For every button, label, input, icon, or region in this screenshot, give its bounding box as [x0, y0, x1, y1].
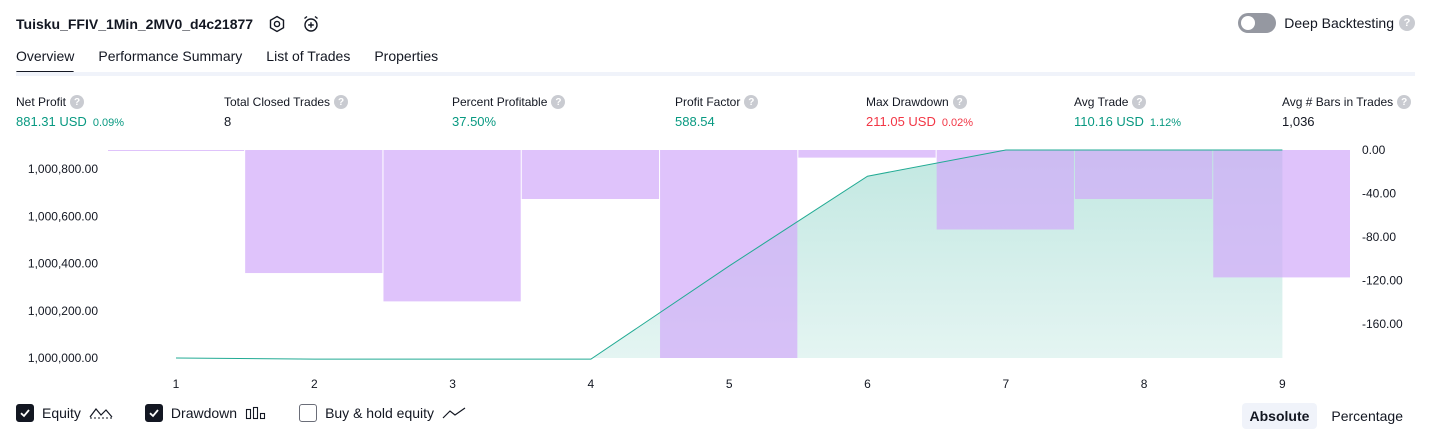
metric-profit-factor: Profit Factor? 588.54 — [675, 94, 759, 129]
metric-percent: 0.09% — [92, 117, 125, 129]
deep-backtesting-label: Deep Backtesting — [1284, 15, 1394, 31]
x-tick-label: 8 — [1141, 377, 1148, 391]
chart-legend: Equity Drawdown Buy & hold equity — [16, 404, 498, 422]
metric-value: 211.05 USD — [866, 114, 936, 129]
drawdown-bar[interactable] — [1074, 150, 1213, 200]
deep-backtesting-toggle[interactable] — [1238, 13, 1277, 33]
metric-value: 1,036 — [1282, 114, 1315, 129]
drawdown-bar[interactable] — [383, 150, 521, 302]
drawdown-checkbox[interactable] — [144, 404, 163, 422]
metric-max-drawdown: Max Drawdown? 211.05 USD 0.02% — [866, 94, 973, 129]
drawdown-tick-label: -160.00 — [1362, 317, 1403, 331]
x-tick-label: 5 — [726, 377, 733, 391]
strategy-header: Tuisku_FFIV_1Min_2MV0_d4c21877 — [16, 12, 321, 36]
metric-value: 110.16 USD — [1074, 114, 1144, 129]
tab-properties[interactable]: Properties — [374, 48, 439, 64]
help-icon[interactable]: ? — [334, 95, 349, 109]
buy-hold-line-icon — [442, 406, 466, 420]
x-tick-label: 7 — [1002, 377, 1009, 391]
metric-value: 881.31 USD — [16, 114, 87, 129]
metric-label: Max Drawdown — [866, 95, 949, 109]
legend-equity[interactable]: Equity — [16, 404, 113, 422]
x-tick-label: 2 — [311, 377, 318, 391]
help-icon[interactable]: ? — [1399, 15, 1415, 31]
equity-drawdown-chart[interactable]: 1,000,000.00 1,000,200.00 1,000,400.00 1,00… — [0, 140, 1431, 396]
drawdown-bar[interactable] — [108, 150, 245, 151]
help-icon[interactable]: ? — [1397, 95, 1412, 109]
equity-tick-label: 1,000,000.00 — [28, 351, 98, 365]
drawdown-tick-label: 0.00 — [1362, 143, 1386, 157]
help-icon[interactable]: ? — [1132, 95, 1147, 109]
drawdown-bar[interactable] — [521, 150, 660, 200]
legend-label: Buy & hold equity — [325, 405, 435, 421]
metric-label: Profit Factor — [675, 95, 741, 109]
metric-percent-profitable: Percent Profitable? 37.50% — [452, 94, 566, 129]
metric-avg-bars-in-trades: Avg # Bars in Trades? 1,036 — [1282, 94, 1412, 129]
buy-hold-checkbox[interactable] — [299, 404, 318, 422]
metric-value: 588.54 — [675, 114, 715, 129]
legend-label: Drawdown — [170, 405, 238, 421]
drawdown-bar[interactable] — [245, 150, 383, 274]
metric-label: Total Closed Trades — [224, 95, 331, 109]
tab-list-of-trades[interactable]: List of Trades — [266, 48, 351, 64]
metric-avg-trade: Avg Trade? 110.16 USD 1.12% — [1074, 94, 1181, 129]
metric-percent: 1.12% — [1149, 117, 1182, 129]
help-icon[interactable]: ? — [952, 95, 967, 109]
alarm-add-icon[interactable] — [301, 14, 321, 34]
help-icon[interactable]: ? — [551, 95, 566, 109]
equity-tick-label: 1,000,400.00 — [28, 257, 98, 271]
metric-label: Percent Profitable — [452, 95, 548, 109]
drawdown-bar[interactable] — [660, 150, 798, 358]
drawdown-tick-label: -120.00 — [1362, 274, 1403, 288]
x-tick-label: 4 — [588, 377, 595, 391]
scale-mode-switch: Absolute Percentage — [1236, 403, 1412, 429]
toggle-knob — [1241, 16, 1256, 30]
absolute-button[interactable]: Absolute — [1241, 403, 1318, 429]
equity-checkbox[interactable] — [16, 404, 34, 422]
metric-label: Avg # Bars in Trades — [1282, 95, 1394, 109]
metric-label: Net Profit — [16, 95, 67, 109]
drawdown-bar[interactable] — [1213, 150, 1350, 278]
metric-value: 37.50% — [452, 114, 497, 129]
equity-tick-label: 1,000,600.00 — [28, 209, 98, 223]
drawdown-tick-label: -40.00 — [1362, 187, 1396, 201]
legend-buy-hold[interactable]: Buy & hold equity — [299, 404, 466, 422]
tab-bar: Overview Performance Summary List of Tra… — [16, 48, 462, 74]
equity-tick-label: 1,000,200.00 — [28, 304, 98, 318]
drawdown-bars-icon — [245, 406, 267, 420]
x-tick-label: 3 — [449, 377, 456, 391]
x-tick-label: 1 — [173, 377, 180, 391]
deep-backtesting: Deep Backtesting ? — [1238, 13, 1415, 33]
metric-net-profit: Net Profit? 881.31 USD 0.09% — [16, 94, 124, 129]
x-tick-label: 6 — [864, 377, 871, 391]
metric-percent: 0.02% — [941, 117, 974, 129]
legend-drawdown[interactable]: Drawdown — [144, 404, 267, 422]
metric-value: 8 — [224, 114, 232, 129]
drawdown-bar[interactable] — [936, 150, 1074, 230]
x-tick-label: 9 — [1279, 377, 1286, 391]
tab-performance-summary[interactable]: Performance Summary — [98, 48, 243, 64]
tab-overview[interactable]: Overview — [16, 48, 75, 74]
legend-label: Equity — [42, 405, 81, 421]
metrics-row: Net Profit? 881.31 USD 0.09% Total Closed… — [0, 94, 1431, 134]
metric-label: Avg Trade — [1074, 95, 1129, 109]
tab-divider — [16, 72, 1415, 76]
percentage-button[interactable]: Percentage — [1331, 408, 1403, 424]
strategy-name: Tuisku_FFIV_1Min_2MV0_d4c21877 — [16, 16, 254, 32]
help-icon[interactable]: ? — [70, 95, 85, 109]
settings-icon[interactable] — [267, 14, 287, 34]
metric-total-closed-trades: Total Closed Trades? 8 — [224, 94, 349, 129]
drawdown-bar[interactable] — [798, 150, 936, 158]
equity-line-icon — [89, 406, 113, 420]
drawdown-tick-label: -80.00 — [1362, 230, 1396, 244]
help-icon[interactable]: ? — [744, 95, 759, 109]
equity-tick-label: 1,000,800.00 — [28, 162, 98, 176]
